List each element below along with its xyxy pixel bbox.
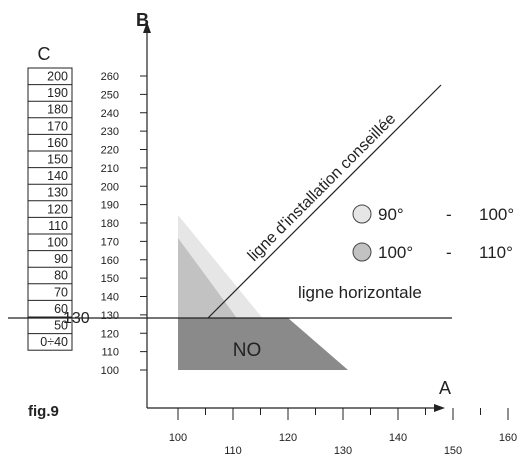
c-table-cell: 160	[47, 136, 68, 150]
c-table-cell: 90	[54, 252, 68, 266]
y-axis-arrow	[143, 22, 151, 33]
legend-circle-light	[352, 204, 372, 224]
y-tick-label: 250	[101, 89, 119, 101]
y-tick-label: 240	[101, 108, 119, 120]
horizontal-line-label: ligne horizontale	[298, 283, 422, 302]
y-tick-label: 260	[101, 71, 119, 83]
c-table-cell: 170	[47, 119, 68, 133]
legend-item-2-from: 100°	[378, 243, 413, 262]
c-table-cell: 180	[47, 103, 68, 117]
x-axis-arrow	[434, 404, 445, 412]
x-tick-label-bottom: 150	[444, 445, 462, 457]
zone-no	[178, 318, 348, 370]
c-table-cell: 100	[47, 236, 68, 250]
c-table-cell: 50	[54, 319, 68, 333]
figure-label: fig.9	[28, 403, 59, 420]
y-tick-label: 130	[101, 310, 119, 322]
c-table-cell: 60	[54, 302, 68, 316]
y-axis-ticks: 260 250 240 230 220 210 200 190 180 170 160 150 140 1…	[101, 71, 147, 377]
legend-circle-mid	[352, 242, 372, 262]
recommended-line-label: ligne d'installation conseillée	[245, 110, 400, 265]
legend-item-1-to: 100°	[479, 205, 514, 224]
y-tick-label: 160	[101, 255, 119, 267]
x-tick-label-top: 140	[389, 432, 407, 444]
recommended-line	[207, 84, 442, 319]
c-table-cell: 70	[54, 285, 68, 299]
y-tick-label: 180	[101, 218, 119, 230]
c-table-cell: 140	[47, 169, 68, 183]
c-table-cell: 150	[47, 153, 68, 167]
c-table-border	[27, 67, 73, 351]
y-tick-label: 120	[101, 328, 119, 340]
c-table-cell: 190	[47, 86, 68, 100]
x-tick-label-top: 160	[499, 432, 517, 444]
reference-130-label: 130	[63, 310, 90, 327]
y-tick-label: 230	[101, 126, 119, 138]
c-table-cell: 200	[47, 70, 68, 84]
x-tick-label-bottom: 110	[224, 445, 242, 457]
axis-a-label: A	[439, 378, 451, 398]
x-tick-label-top: 100	[169, 432, 187, 444]
legend-item-1-sep: -	[446, 205, 452, 224]
y-tick-label: 200	[101, 181, 119, 193]
y-tick-label: 110	[101, 347, 119, 359]
y-tick-label: 100	[101, 365, 119, 377]
c-table-cell: 130	[47, 186, 68, 200]
x-tick-label-bottom: 130	[334, 445, 352, 457]
y-tick-label: 170	[101, 236, 119, 248]
y-tick-label: 140	[101, 292, 119, 304]
axis-c-label: C	[38, 44, 51, 64]
legend-item-2-sep: -	[446, 243, 452, 262]
legend: 90° - 100° 100° - 110°	[352, 204, 514, 262]
y-tick-label: 150	[101, 273, 119, 285]
axis-b-label: B	[136, 10, 149, 30]
y-tick-label: 220	[101, 145, 119, 157]
x-tick-label-top: 120	[279, 432, 297, 444]
c-table-cell: 120	[47, 202, 68, 216]
y-tick-label: 190	[101, 200, 119, 212]
c-table-cell: 0÷40	[40, 335, 68, 349]
c-table-cell: 80	[54, 269, 68, 283]
x-axis-ticks: 1001201401601802002201101301501701902102…	[169, 408, 517, 457]
legend-item-2-to: 110°	[479, 243, 513, 262]
legend-item-1-from: 90°	[378, 205, 404, 224]
c-table-cell: 110	[48, 219, 68, 233]
c-column-table: 200 190 180 170 160 150 140 130 120 110 100 90 80 70 6…	[27, 67, 73, 351]
y-tick-label: 210	[101, 163, 119, 175]
no-zone-label: NO	[233, 340, 262, 361]
